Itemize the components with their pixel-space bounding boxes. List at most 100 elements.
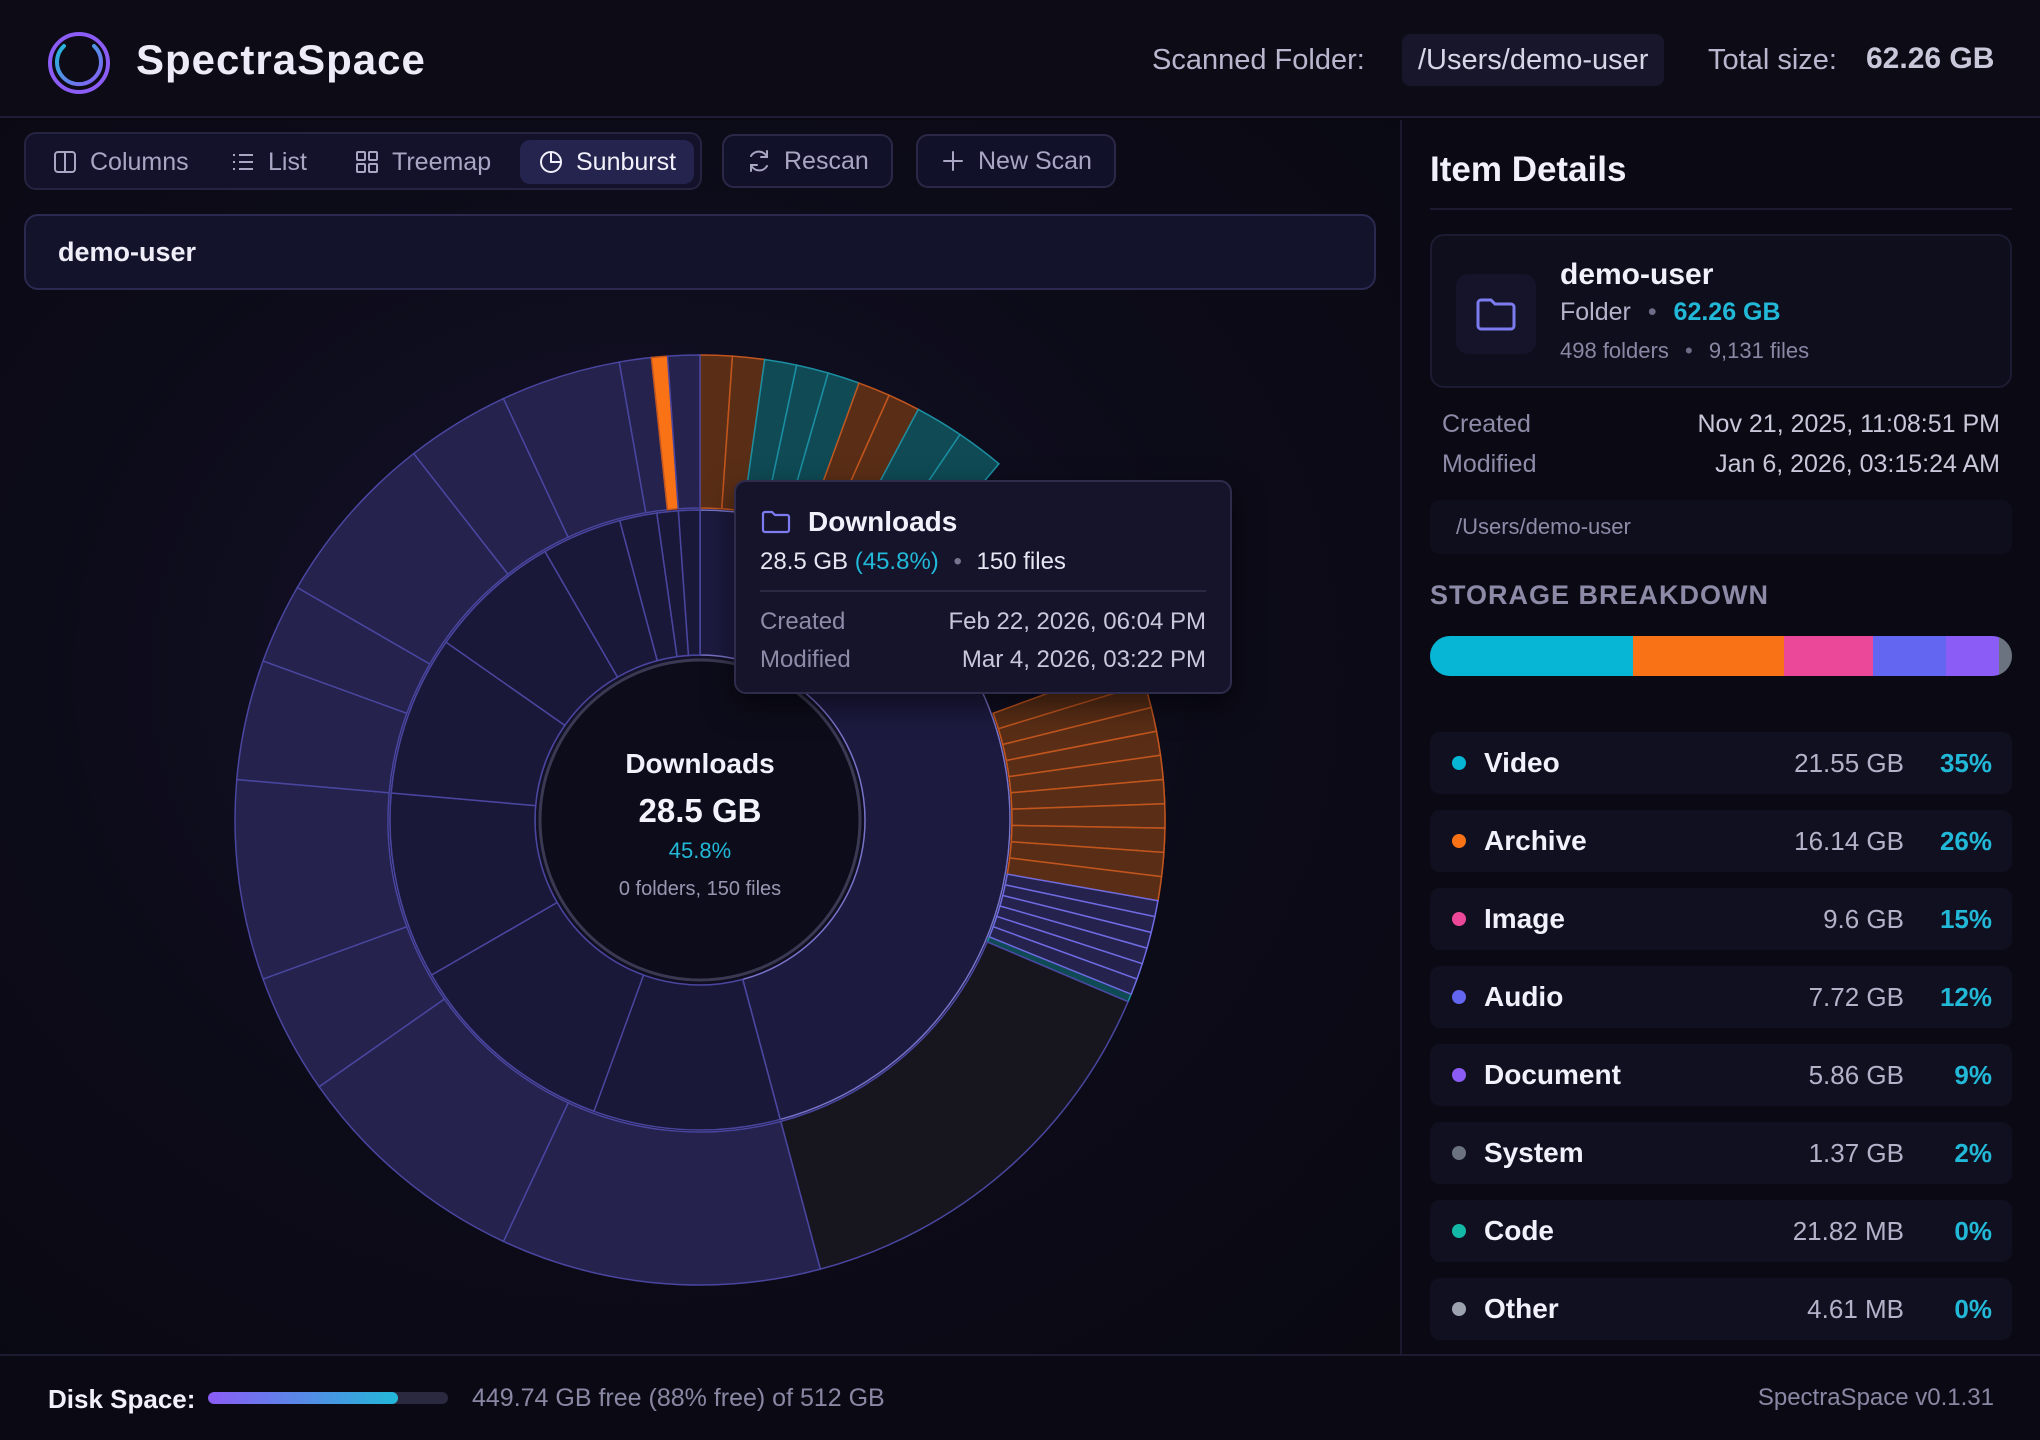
app-version: SpectraSpace v0.1.31 bbox=[1757, 1384, 1994, 1411]
hover-tooltip: Downloads 28.5 GB (45.8%) • 150 files Cr… bbox=[734, 480, 1232, 694]
view-columns-button[interactable]: Columns bbox=[34, 140, 207, 184]
view-sunburst-button[interactable]: Sunburst bbox=[520, 140, 695, 184]
type-percent: 26% bbox=[1939, 826, 1992, 856]
type-size: 7.72 GB bbox=[1808, 982, 1904, 1012]
type-percent: 0% bbox=[1954, 1294, 1992, 1324]
disk-space-bar bbox=[208, 1392, 448, 1404]
modified-label: Modified bbox=[1442, 450, 1537, 478]
type-color-dot bbox=[1452, 756, 1466, 770]
breakdown-row-system[interactable]: System 1.37 GB 2% bbox=[1430, 1122, 2012, 1184]
breakdown-bar-segment-audio bbox=[1873, 636, 1946, 676]
item-file-count: 9,131 files bbox=[1708, 338, 1810, 363]
type-percent: 15% bbox=[1939, 904, 1992, 934]
folder-icon bbox=[761, 510, 791, 534]
view-switcher: Columns List Treemap Sunburst bbox=[24, 132, 702, 190]
center-folder-percent: 45.8% bbox=[668, 838, 732, 863]
type-color-dot bbox=[1452, 912, 1466, 926]
folder-icon bbox=[1476, 298, 1516, 331]
breakdown-row-archive[interactable]: Archive 16.14 GB 26% bbox=[1430, 810, 2012, 872]
item-name: demo-user bbox=[1560, 258, 1714, 291]
breakdown-bar-segment-system bbox=[1999, 636, 2012, 676]
type-name: Document bbox=[1484, 1059, 1621, 1090]
tooltip-created-value: Feb 22, 2026, 06:04 PM bbox=[948, 608, 1206, 635]
breakdown-bar-segment-video bbox=[1430, 636, 1633, 676]
tooltip-created-label: Created bbox=[760, 608, 846, 635]
view-treemap-label: Treemap bbox=[392, 147, 492, 176]
center-folder-counts: 0 folders, 150 files bbox=[618, 878, 782, 900]
disk-space-label: Disk Space: bbox=[48, 1384, 196, 1414]
type-name: Other bbox=[1484, 1293, 1559, 1324]
tooltip-files: 150 files bbox=[976, 548, 1066, 575]
type-size: 16.14 GB bbox=[1794, 826, 1904, 856]
type-percent: 9% bbox=[1954, 1060, 1992, 1090]
columns-icon bbox=[54, 151, 76, 173]
sunburst-center-disc[interactable] bbox=[538, 658, 862, 982]
type-size: 4.61 MB bbox=[1807, 1294, 1904, 1324]
sunburst-outer-segment[interactable] bbox=[666, 354, 701, 510]
breakdown-bar-segment-image bbox=[1783, 636, 1874, 676]
type-color-dot bbox=[1452, 834, 1466, 848]
rescan-label: Rescan bbox=[784, 146, 869, 175]
plus-icon bbox=[943, 151, 963, 171]
tooltip-divider bbox=[760, 590, 1206, 592]
item-type: Folder bbox=[1560, 298, 1631, 326]
app-header: SpectraSpace Scanned Folder: /Users/demo… bbox=[0, 0, 2040, 118]
breakdown-row-image[interactable]: Image 9.6 GB 15% bbox=[1430, 888, 2012, 950]
storage-breakdown-title: STORAGE BREAKDOWN bbox=[1430, 580, 1770, 610]
center-folder-size: 28.5 GB bbox=[638, 792, 762, 829]
modified-value: Jan 6, 2026, 03:15:24 AM bbox=[1715, 450, 2000, 478]
new-scan-button[interactable]: New Scan bbox=[916, 134, 1116, 188]
tooltip-name: Downloads bbox=[808, 506, 958, 537]
breakdown-bar-segment-archive bbox=[1632, 636, 1784, 676]
treemap-icon bbox=[356, 151, 378, 173]
sunburst-center-label: Downloads 28.5 GB 45.8% 0 folders, 150 f… bbox=[520, 748, 880, 901]
separator-dot: • bbox=[953, 548, 962, 575]
item-folder-count: 498 folders bbox=[1560, 338, 1669, 363]
panel-title: Item Details bbox=[1430, 150, 1627, 189]
modified-row: Modified Jan 6, 2026, 03:15:24 AM bbox=[1442, 450, 2000, 479]
breakdown-bar-segment-document bbox=[1945, 636, 2000, 676]
view-list-button[interactable]: List bbox=[212, 140, 325, 184]
separator-dot: • bbox=[1684, 338, 1693, 363]
scanned-folder-label: Scanned Folder: bbox=[1152, 44, 1365, 76]
breakdown-row-code[interactable]: Code 21.82 MB 0% bbox=[1430, 1200, 2012, 1262]
type-size: 21.82 MB bbox=[1792, 1216, 1904, 1246]
type-size: 21.55 GB bbox=[1794, 748, 1904, 778]
sunburst-chart[interactable] bbox=[200, 320, 1200, 1320]
app-title: SpectraSpace bbox=[136, 36, 426, 83]
created-value: Nov 21, 2025, 11:08:51 PM bbox=[1697, 410, 2000, 438]
item-icon-box bbox=[1456, 274, 1536, 354]
type-color-dot bbox=[1452, 1302, 1466, 1316]
total-size-value: 62.26 GB bbox=[1866, 42, 1995, 75]
type-name: Video bbox=[1484, 747, 1560, 778]
item-counts-line: 498 folders • 9,131 files bbox=[1560, 338, 1809, 364]
created-label: Created bbox=[1442, 410, 1531, 438]
breakdown-row-video[interactable]: Video 21.55 GB 35% bbox=[1430, 732, 2012, 794]
type-percent: 0% bbox=[1954, 1216, 1992, 1246]
view-list-label: List bbox=[268, 147, 307, 176]
view-treemap-button[interactable]: Treemap bbox=[336, 140, 509, 184]
view-columns-label: Columns bbox=[90, 147, 189, 176]
scanned-folder-path[interactable]: /Users/demo-user bbox=[1402, 34, 1665, 86]
item-path[interactable]: /Users/demo-user bbox=[1430, 500, 2012, 554]
item-type-line: Folder • 62.26 GB bbox=[1560, 298, 1781, 327]
view-sunburst-label: Sunburst bbox=[576, 147, 677, 176]
tooltip-modified-value: Mar 4, 2026, 03:22 PM bbox=[961, 646, 1206, 673]
type-color-dot bbox=[1452, 990, 1466, 1004]
breakdown-row-document[interactable]: Document 5.86 GB 9% bbox=[1430, 1044, 2012, 1106]
app-logo-icon bbox=[48, 32, 110, 94]
breakdown-row-other[interactable]: Other 4.61 MB 0% bbox=[1430, 1278, 2012, 1340]
storage-breakdown-bar bbox=[1430, 636, 2012, 676]
type-name: Archive bbox=[1484, 825, 1587, 856]
type-name: System bbox=[1484, 1137, 1584, 1168]
tooltip-created-row: Created Feb 22, 2026, 06:04 PM bbox=[760, 608, 1206, 636]
type-size: 1.37 GB bbox=[1808, 1138, 1904, 1168]
panel-divider-line bbox=[1430, 208, 2012, 210]
sunburst-segment-folder[interactable] bbox=[677, 509, 701, 657]
type-percent: 2% bbox=[1954, 1138, 1992, 1168]
rescan-button[interactable]: Rescan bbox=[722, 134, 893, 188]
tooltip-modified-row: Modified Mar 4, 2026, 03:22 PM bbox=[760, 646, 1206, 674]
breakdown-row-audio[interactable]: Audio 7.72 GB 12% bbox=[1430, 966, 2012, 1028]
breadcrumb-item-current[interactable]: demo-user bbox=[58, 237, 197, 267]
sunburst-outer-segment[interactable] bbox=[988, 925, 1138, 996]
